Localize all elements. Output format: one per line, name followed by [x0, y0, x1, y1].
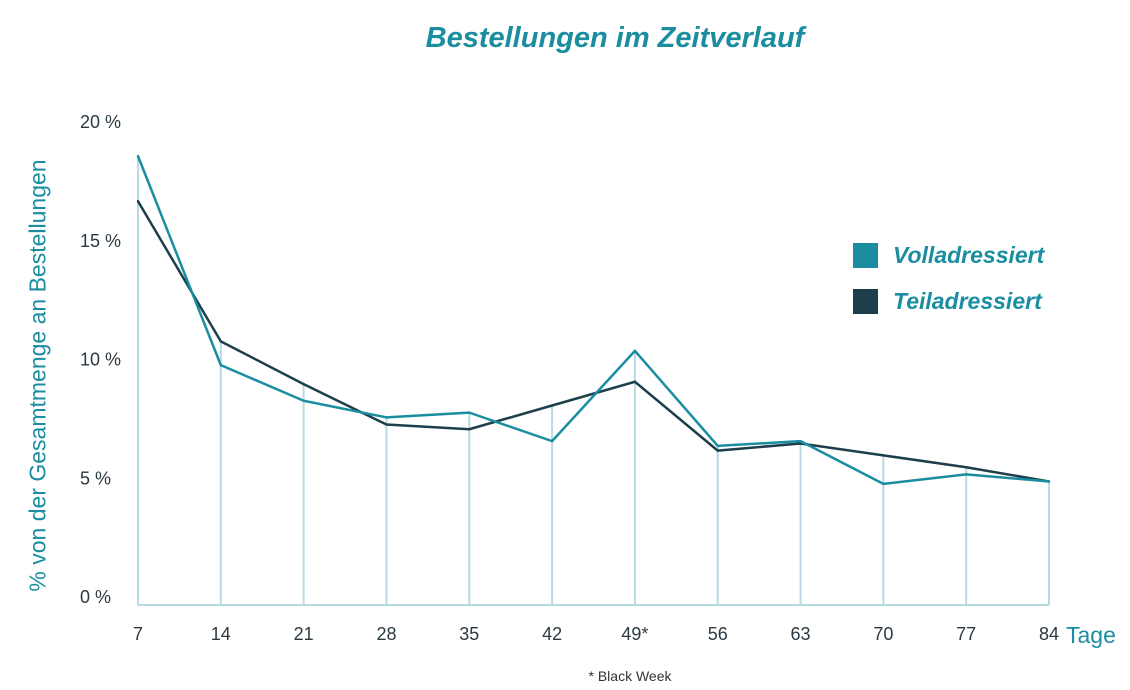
series-line-volladressiert [136, 155, 1050, 486]
data-point [385, 416, 388, 419]
data-point [716, 449, 719, 452]
chart-title: Bestellungen im Zeitverlauf [425, 22, 805, 54]
data-point [964, 473, 968, 476]
data-point [385, 423, 388, 426]
data-point [633, 380, 637, 383]
data-point [882, 482, 885, 486]
data-point [799, 442, 802, 445]
x-tick-label: 77 [956, 624, 976, 644]
data-point [550, 439, 554, 443]
data-point [302, 399, 305, 402]
y-tick-label: 5 % [80, 468, 111, 488]
legend-swatch-teiladressiert [853, 288, 878, 314]
x-tick-label: 7 [133, 624, 143, 644]
series-line-teiladressiert [136, 200, 1050, 483]
x-tick-label: 49* [621, 624, 648, 644]
x-tick-label: 42 [542, 624, 562, 644]
y-tick-label: 20 % [80, 112, 121, 132]
y-tick-label: 0 % [80, 587, 111, 607]
data-point [136, 154, 140, 158]
data-point [136, 200, 140, 203]
y-tick-label: 15 % [80, 231, 121, 251]
x-tick-label: 63 [791, 624, 811, 644]
data-point [468, 428, 471, 431]
data-point [302, 382, 305, 386]
data-point [799, 439, 802, 443]
x-tick-label: 84 [1039, 624, 1059, 644]
legend-item-teiladressiert: Teiladressiert [853, 286, 1044, 316]
footnote: * Black Week [588, 668, 672, 684]
x-tick-label: 70 [873, 624, 893, 644]
data-point [550, 404, 554, 407]
data-point [633, 349, 637, 353]
x-tick-label: 56 [708, 624, 728, 644]
data-point [716, 444, 719, 448]
data-point [219, 340, 223, 343]
x-tick-label: 21 [294, 624, 314, 644]
legend-label-volladressiert: Volladressiert [893, 241, 1045, 268]
data-point [1047, 480, 1051, 483]
data-point [219, 363, 223, 367]
legend-swatch-volladressiert [853, 242, 878, 268]
legend-item-volladressiert: Volladressiert [853, 240, 1044, 270]
x-tick-label: 14 [211, 624, 231, 644]
data-point [964, 466, 968, 469]
x-tick-label: 28 [376, 624, 396, 644]
y-tick-label: 10 % [80, 350, 121, 370]
legend: Volladressiert Teiladressiert [853, 240, 1044, 332]
data-point [882, 454, 885, 457]
x-axis-label: Tage [1066, 622, 1116, 648]
x-tick-label: 35 [459, 624, 479, 644]
data-point [468, 411, 471, 414]
legend-label-teiladressiert: Teiladressiert [893, 287, 1042, 314]
